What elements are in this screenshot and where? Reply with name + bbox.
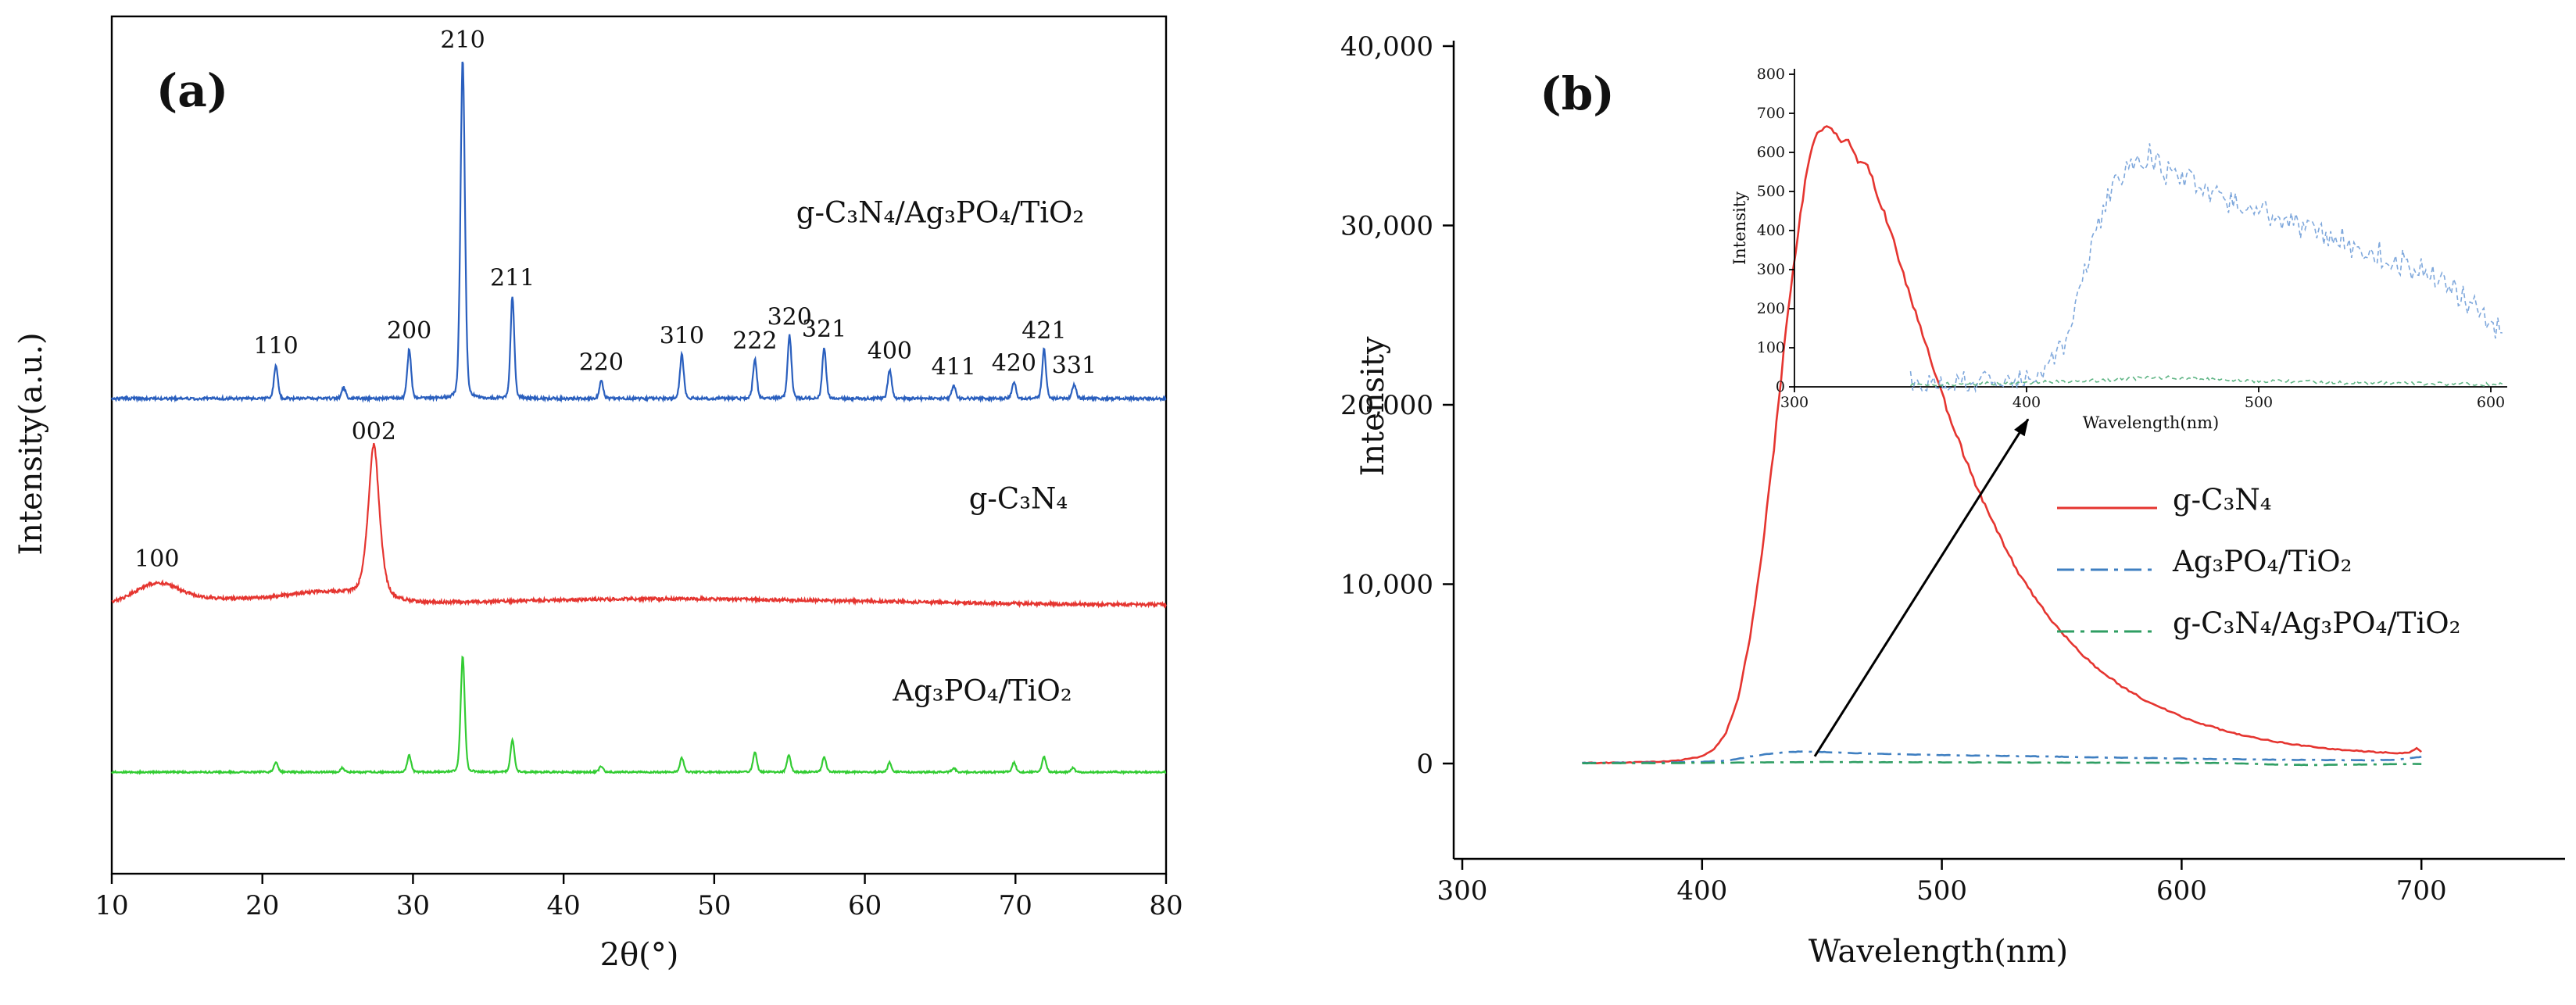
peak-label-321: 321 (802, 316, 846, 343)
pl-trace-composite (1582, 760, 2422, 767)
pl-legend: g-C₃N₄ Ag₃PO₄/TiO₂ g-C₃N₄/Ag₃PO₄/TiO₂ (2055, 483, 2460, 640)
panel-b-label: (b) (1540, 67, 1615, 120)
inset-x-tick-label: 400 (2012, 394, 2041, 411)
pl-x-axis-label: Wavelength(nm) (1808, 934, 2069, 970)
legend-line-sample (2057, 568, 2157, 570)
pl-y-tick-label: 10,000 (1340, 570, 1433, 601)
pl-y-tick-label: 40,000 (1340, 31, 1433, 63)
inset-y-tick-label: 700 (1757, 105, 1785, 122)
xrd-x-tick-label: 70 (999, 890, 1032, 921)
legend-label-ag3po4-tio2: Ag₃PO₄/TiO₂ (2173, 545, 2352, 578)
xrd-x-tick-label: 10 (95, 890, 128, 921)
annotation-arrow (1813, 418, 2030, 757)
peak-label-110: 110 (253, 333, 298, 360)
pl-trace-gc3n4 (1582, 125, 2423, 764)
pl-trace-ag3po4-tio2 (1582, 750, 2422, 764)
xrd-x-tick-label: 30 (396, 890, 430, 921)
xrd-trace-composite (110, 61, 1167, 403)
peak-label-320: 320 (767, 304, 812, 331)
inset-y-tick-label: 300 (1757, 261, 1785, 278)
xrd-trace-ag3po4-tio2 (111, 655, 1167, 776)
peak-label-220: 220 (579, 349, 624, 376)
peak-label-421: 421 (1021, 317, 1066, 345)
inset-x-tick-label: 300 (1780, 394, 1809, 411)
legend-line-gc3n4 (2055, 491, 2159, 510)
pl-y-axis-label: Intensity (1355, 336, 1391, 477)
peak-label-331: 331 (1052, 352, 1097, 380)
xrd-x-tick-label: 20 (245, 890, 279, 921)
legend-item-ag3po4-tio2: Ag₃PO₄/TiO₂ (2055, 545, 2460, 578)
xrd-plot-frame (110, 15, 1168, 875)
peak-label-002: 002 (352, 418, 396, 445)
peak-label-100: 100 (134, 545, 179, 573)
series-label-ag3po4-tio2: Ag₃PO₄/TiO₂ (893, 674, 1072, 708)
xrd-x-tick-label: 60 (848, 890, 882, 921)
pl-x-tick-label: 500 (1916, 875, 1967, 907)
xrd-y-axis-label: Intensity(a.u.) (13, 332, 49, 556)
legend-item-composite: g-C₃N₄/Ag₃PO₄/TiO₂ (2055, 606, 2460, 640)
legend-label-gc3n4: g-C₃N₄ (2173, 483, 2272, 517)
inset-y-tick-label: 500 (1757, 183, 1785, 200)
pl-x-tick-label: 600 (2156, 875, 2207, 907)
inset-y-tick-label: 200 (1757, 300, 1785, 317)
inset-y-tick-label: 600 (1757, 144, 1785, 161)
xrd-trace-gc3n4 (111, 442, 1168, 609)
peak-label-400: 400 (868, 338, 912, 365)
legend-line-sample (2057, 630, 2157, 632)
pl-y-tick-label: 20,000 (1340, 390, 1433, 421)
inset-y-axis-label: Intensity (1730, 191, 1749, 265)
peak-label-420: 420 (992, 349, 1036, 377)
xrd-x-tick-label: 50 (697, 890, 731, 921)
inset-y-tick-label: 0 (1776, 378, 1785, 395)
inset-x-axis-label: Wavelength(nm) (2083, 413, 2219, 432)
pl-x-tick-label: 400 (1676, 875, 1727, 907)
inset-trace-ag3po4-tio2 (1909, 143, 2503, 394)
peak-label-411: 411 (932, 354, 976, 381)
inset-x-tick-label: 500 (2245, 394, 2273, 411)
legend-line-ag3po4-tio2 (2055, 553, 2159, 571)
legend-label-composite: g-C₃N₄/Ag₃PO₄/TiO₂ (2173, 606, 2461, 640)
inset-y-tick-label: 100 (1757, 339, 1785, 356)
series-label-composite: g-C₃N₄/Ag₃PO₄/TiO₂ (796, 195, 1085, 230)
peak-label-211: 211 (490, 265, 535, 292)
inset-y-tick-label: 400 (1757, 222, 1785, 239)
legend-item-gc3n4: g-C₃N₄ (2055, 483, 2460, 517)
legend-line-composite (2055, 614, 2159, 633)
xrd-x-axis-label: 2θ(°) (599, 937, 679, 973)
pl-y-tick-label: 30,000 (1340, 211, 1433, 242)
peak-label-200: 200 (387, 317, 431, 345)
inset-trace-composite (1909, 375, 2503, 388)
inset-y-tick-label: 800 (1757, 66, 1785, 83)
pl-y-tick-label: 0 (1416, 749, 1433, 780)
peak-label-310: 310 (660, 322, 704, 349)
pl-x-tick-label: 300 (1437, 875, 1488, 907)
legend-line-sample (2057, 506, 2157, 509)
pl-x-tick-label: 700 (2396, 875, 2447, 907)
xrd-x-tick-label: 80 (1149, 890, 1182, 921)
panel-a-label: (a) (156, 64, 229, 117)
peak-label-222: 222 (732, 327, 777, 355)
inset-x-tick-label: 600 (2477, 394, 2505, 411)
series-label-gc3n4: g-C₃N₄ (968, 481, 1068, 516)
xrd-x-tick-label: 40 (547, 890, 581, 921)
peak-label-210: 210 (440, 27, 485, 54)
